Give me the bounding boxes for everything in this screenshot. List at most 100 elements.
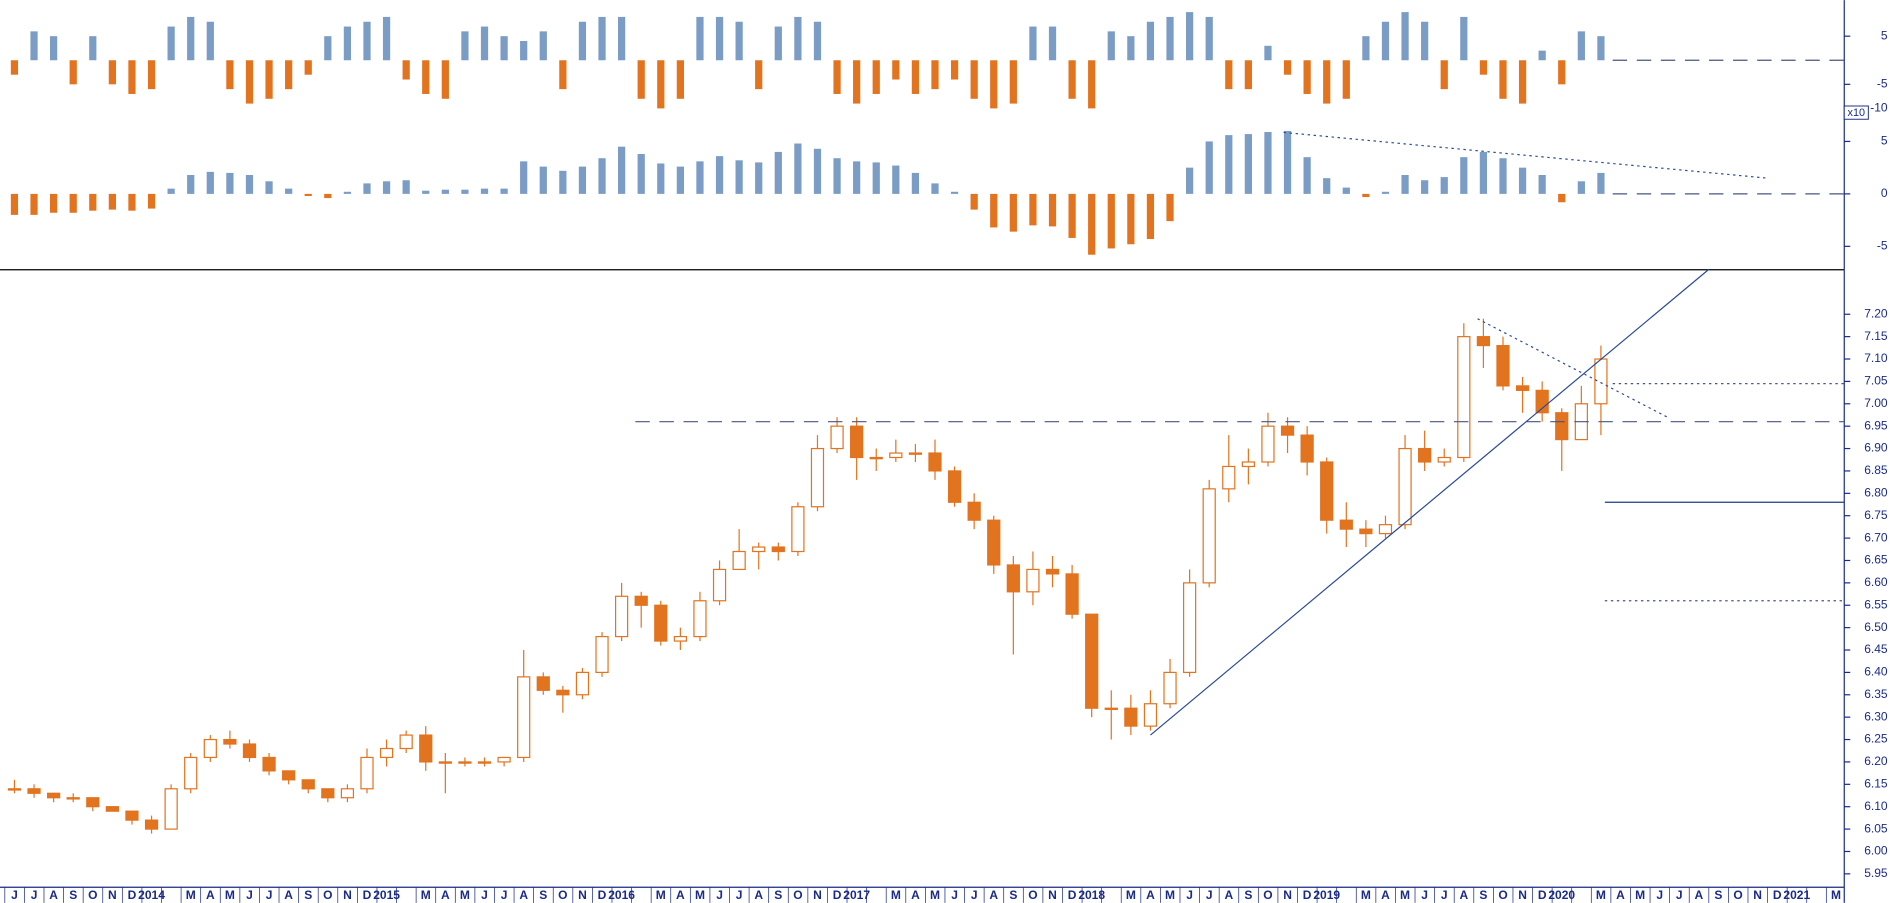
candle-body xyxy=(1143,703,1158,727)
histogram-bar xyxy=(1518,167,1527,194)
candle-body xyxy=(536,676,550,691)
histogram-bar xyxy=(363,183,371,194)
histogram-bar xyxy=(1068,60,1076,99)
histogram-bar xyxy=(755,162,763,194)
histogram-bar xyxy=(559,60,567,90)
histogram-bar xyxy=(657,163,665,194)
histogram-bar xyxy=(382,16,391,61)
y-tick-label: 7.20 xyxy=(1864,306,1888,320)
histogram-bar xyxy=(618,16,626,61)
histogram-bar xyxy=(1401,12,1409,61)
y-tick-label: 6.60 xyxy=(1864,575,1888,589)
histogram-bar xyxy=(970,193,978,210)
x-tick-label: 2014 xyxy=(138,888,165,902)
x-tick-label: D xyxy=(833,888,842,902)
x-tick-label: D xyxy=(1068,888,1077,902)
x-tick-label: M xyxy=(1361,888,1371,902)
y-tick-label: 7.05 xyxy=(1864,374,1888,388)
histogram-bar xyxy=(1068,193,1076,238)
histogram-bar xyxy=(382,181,391,194)
candle-body xyxy=(242,743,257,759)
histogram-bar xyxy=(853,60,861,104)
scale-label-box xyxy=(1843,105,1869,120)
x-tick-label: O xyxy=(1263,888,1272,902)
histogram-bar xyxy=(1460,157,1468,194)
y-tick-label: 5 xyxy=(1881,134,1888,148)
histogram-bar xyxy=(363,21,371,61)
histogram-bar xyxy=(1244,60,1252,90)
x-tick-label: M xyxy=(225,888,235,902)
candle-body xyxy=(1437,456,1451,463)
histogram-bar xyxy=(676,166,684,194)
candle-body xyxy=(791,506,805,553)
y-tick-label: 6.35 xyxy=(1864,687,1888,701)
histogram-bar xyxy=(539,31,547,61)
x-tick-label: A xyxy=(1459,888,1468,902)
histogram-bar xyxy=(833,60,841,94)
y-tick-label: 6.70 xyxy=(1864,530,1888,544)
x-tick-label: S xyxy=(774,888,782,902)
histogram-bar xyxy=(89,193,97,211)
x-tick-label: A xyxy=(911,888,920,902)
histogram-bar xyxy=(794,16,802,61)
histogram-bar xyxy=(618,146,626,194)
candle-body xyxy=(1222,465,1236,490)
candle-body xyxy=(477,761,492,764)
x-tick-label: J xyxy=(266,888,273,902)
histogram-bar xyxy=(245,174,254,194)
histogram-bar xyxy=(1127,193,1135,245)
x-tick-label: J xyxy=(11,888,18,902)
candle-body xyxy=(1555,412,1569,441)
histogram-bar xyxy=(1362,193,1370,198)
x-tick-label: M xyxy=(891,888,901,902)
histogram-bar xyxy=(931,60,939,90)
candle-body xyxy=(1398,447,1412,526)
candle-body xyxy=(203,738,217,759)
histogram-bar xyxy=(1264,131,1272,194)
histogram-bar xyxy=(402,180,410,194)
histogram-bar xyxy=(1107,193,1115,249)
candle-body xyxy=(1418,447,1432,463)
candle-body xyxy=(419,734,433,763)
candle-body xyxy=(86,797,100,808)
candle-body xyxy=(46,792,61,799)
histogram-bar xyxy=(637,60,645,99)
histogram-bar xyxy=(637,154,645,194)
candle-body xyxy=(693,600,707,638)
histogram-bar xyxy=(30,31,38,61)
histogram-bar xyxy=(1048,193,1057,227)
histogram-bar xyxy=(559,170,567,194)
x-tick-label: 2015 xyxy=(373,888,400,902)
y-tick-label: 5 xyxy=(1881,28,1888,42)
x-tick-label: J xyxy=(1656,888,1663,902)
histogram-bar xyxy=(30,193,38,215)
y-tick-label: 6.50 xyxy=(1864,620,1888,634)
candle-body xyxy=(850,425,864,459)
x-tick-label: J xyxy=(1441,888,1448,902)
y-tick-label: -10 xyxy=(1870,101,1888,115)
candle-body xyxy=(497,756,511,763)
candle-body xyxy=(575,671,590,696)
x-tick-label: 2017 xyxy=(843,888,870,902)
histogram-bar xyxy=(578,166,587,194)
x-tick-label: J xyxy=(246,888,253,902)
y-tick-label: 6.95 xyxy=(1864,418,1888,432)
histogram-bar xyxy=(1421,21,1429,61)
y-tick-label: 6.15 xyxy=(1864,776,1888,790)
histogram-bar xyxy=(1107,31,1115,61)
y-tick-label: 6.75 xyxy=(1864,508,1888,522)
y-tick-label: 6.65 xyxy=(1864,553,1888,567)
histogram-bar xyxy=(1597,36,1605,61)
candle-body xyxy=(1104,707,1118,711)
candle-body xyxy=(438,761,452,764)
histogram-bar xyxy=(1186,167,1194,194)
x-tick-label: D xyxy=(1773,888,1782,902)
y-tick-label: 5.95 xyxy=(1864,866,1888,880)
x-tick-label: J xyxy=(971,888,978,902)
histogram-bar xyxy=(285,60,293,90)
candle-body xyxy=(830,425,844,450)
x-tick-label: M xyxy=(1831,888,1841,902)
y-tick-label: 6.45 xyxy=(1864,642,1888,656)
x-tick-label: N xyxy=(1518,888,1527,902)
histogram-bar xyxy=(461,189,469,194)
